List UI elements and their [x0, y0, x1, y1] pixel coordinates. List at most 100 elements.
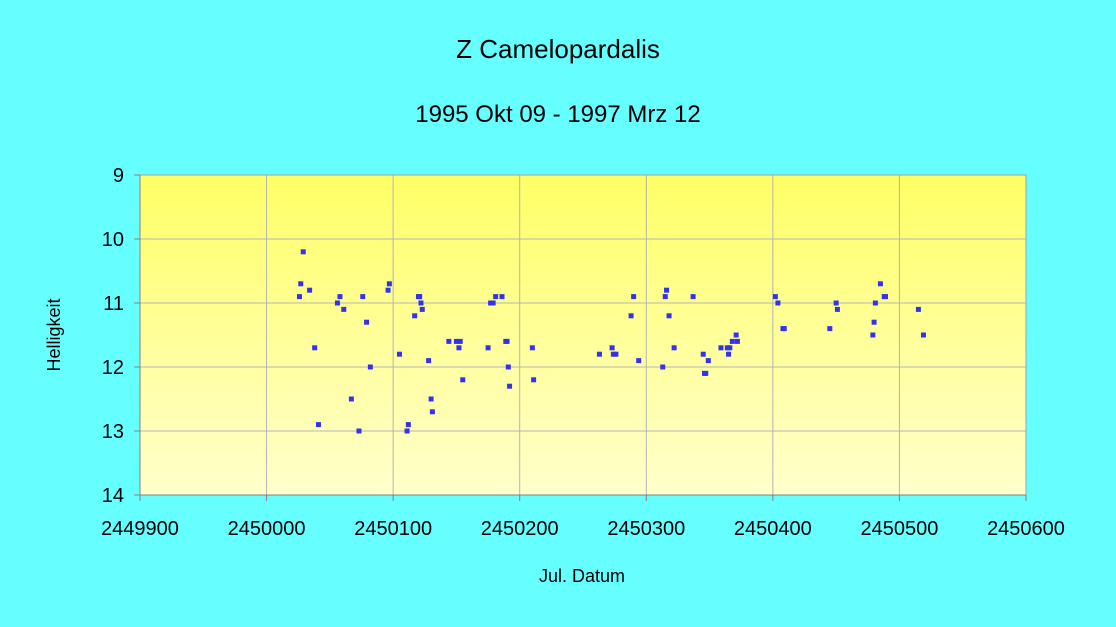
data-point: [628, 313, 634, 319]
data-point: [636, 358, 642, 364]
y-tick-label: 11: [103, 293, 124, 315]
data-point: [412, 313, 418, 319]
data-point: [356, 428, 362, 434]
data-point: [485, 345, 491, 351]
chart-title: Z Camelopardalis: [456, 34, 660, 64]
data-point: [429, 409, 435, 415]
data-point: [872, 300, 878, 306]
x-tick-label: 2450000: [228, 518, 306, 540]
data-point: [700, 351, 706, 357]
data-point: [772, 294, 778, 300]
chart-subtitle: 1995 Okt 09 - 1997 Mrz 12: [415, 101, 701, 128]
data-point: [920, 332, 926, 338]
data-point: [613, 351, 619, 357]
axes: [134, 174, 1027, 501]
data-point: [337, 294, 343, 300]
y-tick-labels: 9 10 11 12 13 14: [102, 165, 124, 507]
data-point: [457, 338, 463, 344]
data-point: [360, 294, 366, 300]
data-point: [631, 294, 637, 300]
data-point: [300, 249, 306, 255]
data-point: [334, 300, 340, 306]
data-point: [734, 338, 740, 344]
data-point: [490, 300, 496, 306]
data-point: [529, 345, 535, 351]
data-point: [341, 306, 347, 312]
data-point: [507, 383, 513, 389]
y-tick-label: 13: [102, 421, 124, 443]
data-point: [456, 345, 462, 351]
data-point: [453, 338, 459, 344]
data-point: [404, 428, 410, 434]
data-point: [428, 396, 434, 402]
data-point: [726, 351, 732, 357]
y-axis-label: Helligkeit: [44, 298, 64, 371]
data-point: [499, 294, 505, 300]
data-point: [690, 294, 696, 300]
y-tick-label: 9: [113, 165, 124, 187]
x-tick-label: 2450200: [481, 518, 559, 540]
data-point: [460, 377, 466, 383]
data-point: [883, 294, 889, 300]
data-points: [296, 249, 926, 434]
x-tick-label: 2450100: [354, 518, 432, 540]
data-point: [312, 345, 318, 351]
data-point: [596, 351, 602, 357]
data-point: [367, 364, 373, 370]
data-point: [488, 300, 494, 306]
data-point: [364, 319, 370, 325]
data-point: [775, 300, 781, 306]
y-tick-label: 14: [102, 485, 124, 507]
data-point: [505, 364, 511, 370]
data-point: [396, 351, 402, 357]
data-point: [827, 326, 833, 332]
data-point: [877, 281, 883, 287]
data-point: [660, 364, 666, 370]
grid-lines: [140, 175, 1026, 495]
data-point: [718, 345, 724, 351]
data-point: [446, 338, 452, 344]
data-point: [504, 338, 510, 344]
x-tick-label: 2450300: [607, 518, 685, 540]
data-point: [915, 306, 921, 312]
y-tick-label: 12: [102, 357, 124, 379]
data-point: [727, 345, 733, 351]
plot-area: [140, 175, 1026, 495]
data-point: [729, 338, 735, 344]
data-point: [664, 287, 670, 293]
x-axis-label: Jul. Datum: [539, 566, 625, 586]
data-point: [833, 300, 839, 306]
data-point: [426, 358, 432, 364]
data-point: [417, 294, 423, 300]
data-point: [705, 358, 711, 364]
data-point: [386, 281, 392, 287]
x-tick-label: 2449900: [101, 518, 179, 540]
data-point: [781, 326, 787, 332]
x-tick-label: 2450400: [734, 518, 812, 540]
data-point: [870, 332, 876, 338]
data-point: [348, 396, 354, 402]
x-tick-labels: 2449900 2450000 2450100 2450200 2450300 24504…: [101, 518, 1065, 540]
data-point: [610, 351, 616, 357]
data-point: [834, 306, 840, 312]
data-point: [724, 345, 730, 351]
x-tick-label: 2450600: [987, 518, 1065, 540]
data-point: [307, 287, 313, 293]
data-point: [733, 332, 739, 338]
data-point: [385, 287, 391, 293]
data-point: [703, 370, 709, 376]
data-point: [609, 345, 615, 351]
data-point: [296, 294, 302, 300]
data-point: [405, 422, 411, 428]
data-point: [662, 294, 668, 300]
data-point: [419, 306, 425, 312]
y-tick-label: 10: [102, 229, 124, 251]
data-point: [871, 319, 877, 325]
data-point: [298, 281, 304, 287]
data-point: [671, 345, 677, 351]
x-tick-label: 2450500: [860, 518, 938, 540]
data-point: [531, 377, 537, 383]
data-point: [666, 313, 672, 319]
data-point: [418, 300, 424, 306]
